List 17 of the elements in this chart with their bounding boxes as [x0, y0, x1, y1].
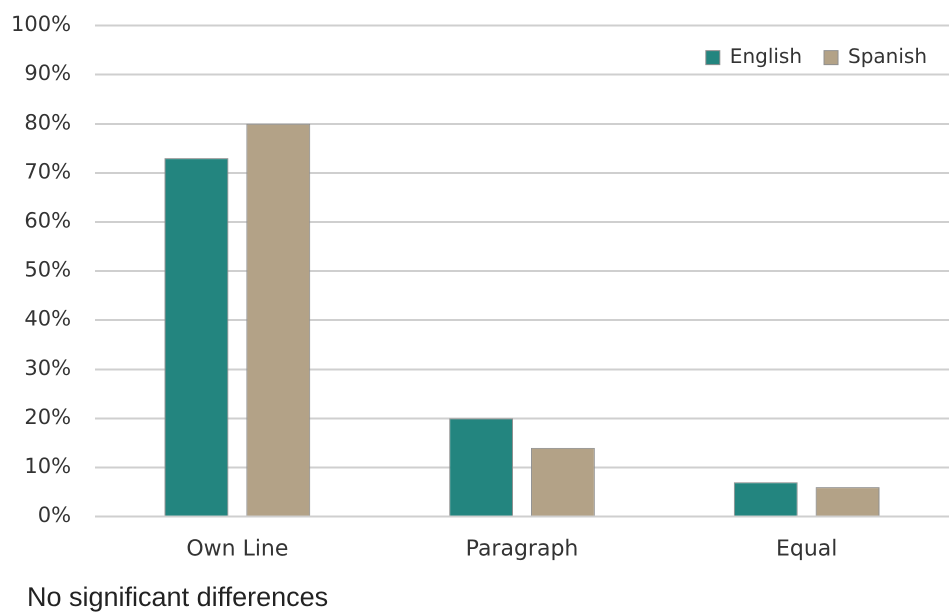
y-tick-label: 30%	[24, 356, 72, 380]
y-tick-label: 10%	[24, 454, 72, 478]
text: No significant differences	[27, 582, 328, 612]
y-tick-label: 40%	[24, 306, 72, 331]
y-tick-label: 20%	[24, 404, 72, 429]
legend-label: Spanish	[848, 44, 928, 68]
x-tick-label: Equal	[776, 536, 838, 562]
y-tick-label: 90%	[24, 61, 72, 86]
legend-label: English	[730, 44, 802, 68]
y-tick-label: 60%	[24, 208, 72, 232]
y-tick-label: 50%	[24, 258, 72, 282]
y-tick-label: 100%	[10, 12, 72, 36]
y-tick-label: 80%	[24, 110, 72, 134]
y-tick-label: 0%	[38, 503, 72, 528]
x-tick-label: Own Line	[186, 536, 288, 562]
y-tick-label: 70%	[24, 159, 72, 184]
x-tick-label: Paragraph	[466, 536, 578, 562]
